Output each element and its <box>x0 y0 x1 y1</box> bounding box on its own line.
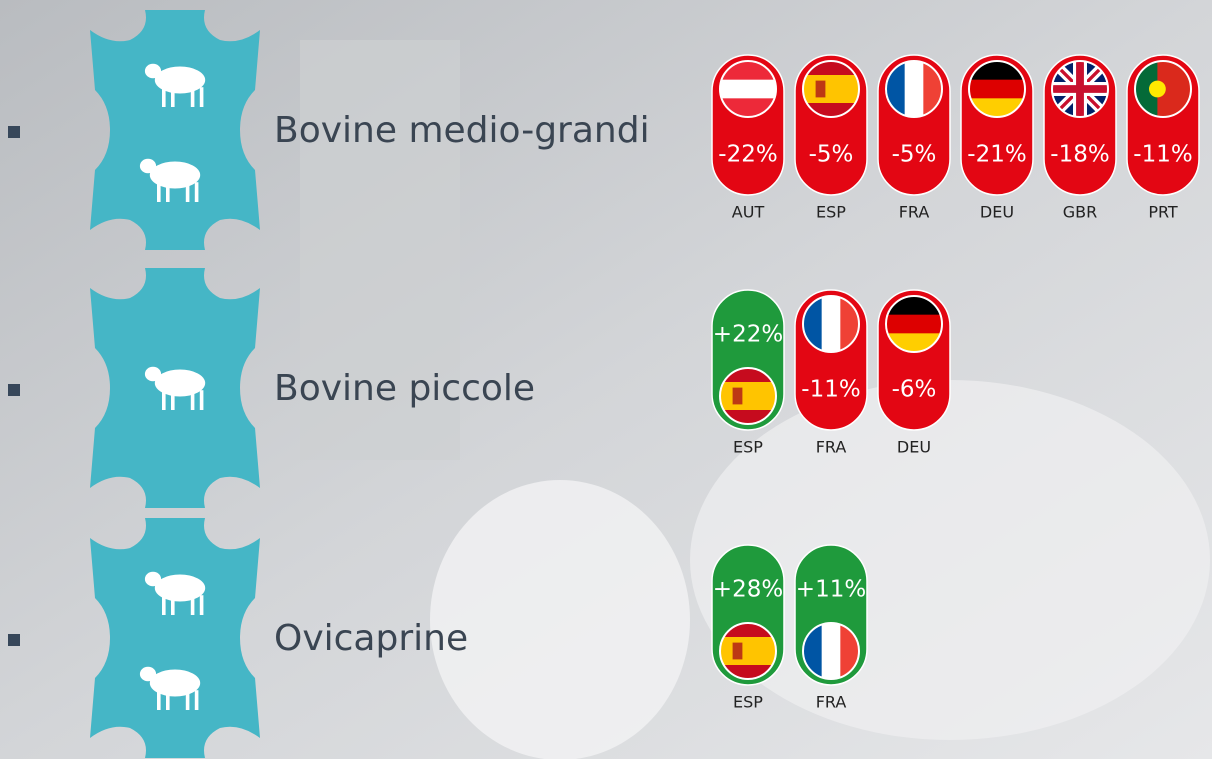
slide: Bovine medio-grandi -22% AUT -5% ESP -5% FRA -2… <box>0 0 1212 759</box>
animal-leg <box>191 390 195 410</box>
bullet <box>8 384 20 396</box>
leather-icon <box>90 10 260 250</box>
flag-emblem <box>733 388 743 405</box>
percentage: -11% <box>801 377 860 403</box>
country-code: ESP <box>733 693 763 712</box>
row-label: Bovine piccole <box>274 368 535 409</box>
leather-icon <box>90 518 260 758</box>
animal-leg <box>162 390 166 410</box>
page: Bovine medio-grandi -22% AUT -5% ESP -5% FRA -2… <box>0 0 1212 759</box>
flag-stripe <box>822 296 841 352</box>
animal-leg <box>191 87 195 107</box>
flag-emblem <box>733 643 743 660</box>
percentage: -18% <box>1050 142 1109 168</box>
flag-stripe <box>803 75 859 90</box>
row-label: Bovine medio-grandi <box>274 110 650 151</box>
percentage: -22% <box>718 142 777 168</box>
animal-leg <box>171 390 175 410</box>
animal-leg <box>200 390 204 410</box>
leather-icon <box>90 268 260 508</box>
flag-stripe <box>720 651 776 666</box>
flag-stripe <box>720 637 776 652</box>
percentage: +28% <box>713 577 783 603</box>
animal-leg <box>195 690 199 710</box>
animal-leg <box>162 87 166 107</box>
bullet <box>8 126 20 138</box>
country-code: FRA <box>899 203 930 222</box>
percentage: +11% <box>796 577 866 603</box>
country-code: DEU <box>980 203 1014 222</box>
country-code: AUT <box>732 203 765 222</box>
flag-stripe <box>905 61 924 117</box>
percentage: +22% <box>713 322 783 348</box>
flag-stripe <box>822 623 841 679</box>
flag-stripe <box>720 80 776 99</box>
flag-stripe <box>720 396 776 411</box>
country-code: PRT <box>1148 203 1178 222</box>
row-label: Ovicaprine <box>274 618 468 659</box>
flag-stripe <box>720 382 776 397</box>
flag-stripe <box>969 80 1025 99</box>
country-code: GBR <box>1063 203 1098 222</box>
animal-leg <box>171 87 175 107</box>
animal-leg <box>157 690 161 710</box>
flag-stripe <box>803 89 859 104</box>
country-code: ESP <box>816 203 846 222</box>
flag-stripe <box>886 315 942 334</box>
animal-leg <box>186 182 190 202</box>
flag-emblem <box>816 81 826 98</box>
animal-head <box>145 64 161 78</box>
animal-leg <box>191 595 195 615</box>
animal-leg <box>200 595 204 615</box>
animal-head <box>145 572 161 586</box>
country-code: FRA <box>816 693 847 712</box>
leather-shape <box>90 518 260 758</box>
animal-leg <box>171 595 175 615</box>
percentage: -11% <box>1133 142 1192 168</box>
animal-head <box>140 667 156 681</box>
animal-leg <box>200 87 204 107</box>
flag-emblem <box>1149 81 1166 98</box>
leather-shape <box>90 10 260 250</box>
percentage: -5% <box>809 142 854 168</box>
percentage: -5% <box>892 142 937 168</box>
country-code: DEU <box>897 438 931 457</box>
percentage: -21% <box>967 142 1026 168</box>
percentage: -6% <box>892 377 937 403</box>
animal-leg <box>186 690 190 710</box>
bullet <box>8 634 20 646</box>
animal-leg <box>157 182 161 202</box>
animal-head <box>145 367 161 381</box>
country-code: ESP <box>733 438 763 457</box>
animal-head <box>140 159 156 173</box>
animal-leg <box>162 595 166 615</box>
country-code: FRA <box>816 438 847 457</box>
animal-leg <box>166 182 170 202</box>
animal-leg <box>195 182 199 202</box>
animal-leg <box>166 690 170 710</box>
background-shape <box>430 480 690 759</box>
